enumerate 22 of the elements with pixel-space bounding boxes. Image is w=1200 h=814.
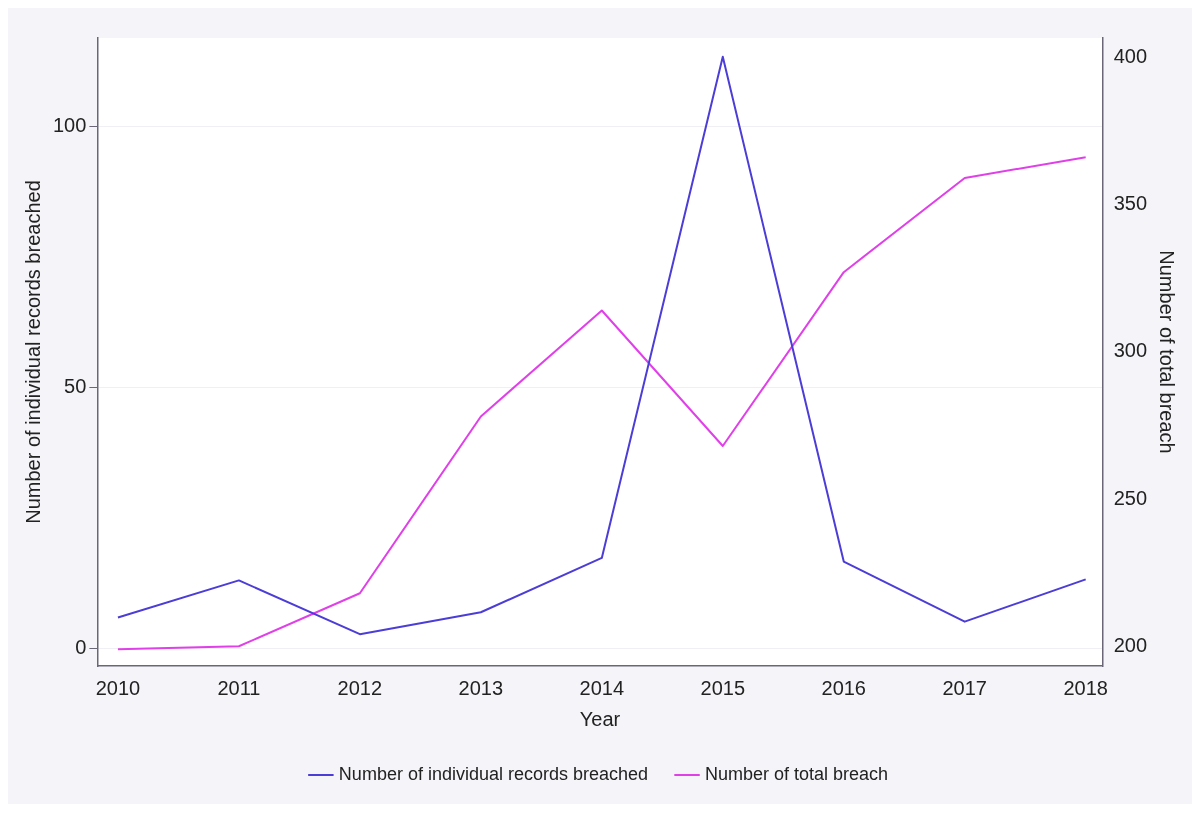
x-tick-label: 2016 [821,676,866,699]
x-tick-label: 2014 [579,676,625,699]
x-tick-label: 2012 [337,676,383,699]
y-tick-label: 50 [64,374,87,397]
x-tick-label: 2011 [217,676,261,699]
y2-tick-label: 400 [1113,44,1148,67]
legend-label: Number of individual records breached [338,763,649,784]
y2-axis-title: Number of total breach [1156,250,1179,454]
x-tick-label: 2015 [700,676,746,699]
x-axis-title: Year [579,707,621,730]
y2-tick-label: 200 [1113,633,1148,656]
y2-tick-label: 350 [1113,191,1148,214]
x-tick-label: 2017 [942,676,987,699]
y-tick-label: 100 [52,113,87,136]
y2-tick-label: 250 [1113,486,1148,509]
y-tick-label: 0 [75,635,87,658]
legend-label: Number of total breach [705,763,889,784]
x-tick-label: 2018 [1063,676,1108,699]
x-tick-label: 2010 [95,676,141,699]
x-tick-label: 2013 [458,676,504,699]
y2-tick-label: 300 [1113,339,1148,362]
y-axis-title: Number of individual records breached [21,180,44,524]
